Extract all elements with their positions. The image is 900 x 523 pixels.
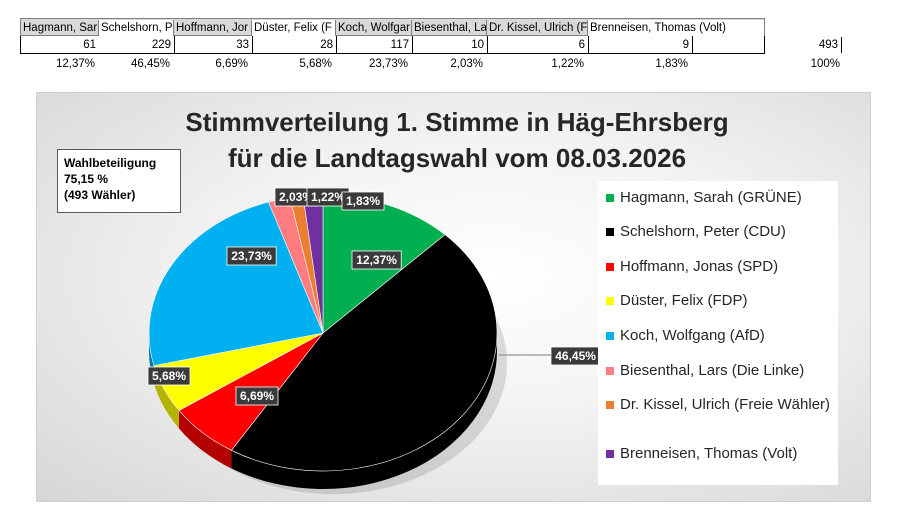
header-row: Hagmann, Sar Schelshorn, Pe Hoffmann, Jo… bbox=[20, 18, 765, 36]
legend: Hagmann, Sarah (GRÜNE) Schelshorn, Peter … bbox=[598, 181, 838, 485]
header-cell-biesenthal[interactable]: Biesenthal, La bbox=[414, 20, 487, 36]
pie-chart[interactable]: 12,37% 46,45% 6,69% 5,68% 23,73% 2,03%1,22% 1,… bbox=[37, 93, 872, 503]
legend-swatch bbox=[606, 332, 614, 340]
pie-side-schelshorn bbox=[231, 333, 498, 490]
svg-text:12,37%: 12,37% bbox=[356, 253, 397, 267]
count-cell[interactable]: 61 bbox=[83, 39, 96, 51]
svg-text:5,68%: 5,68% bbox=[152, 369, 186, 383]
count-cell[interactable]: 33 bbox=[236, 39, 249, 51]
legend-swatch bbox=[606, 367, 614, 375]
percent-cell[interactable]: 2,03% bbox=[450, 58, 483, 70]
total-count-cell[interactable]: 493 bbox=[765, 37, 842, 53]
legend-label: Koch, Wolfgang (AfD) bbox=[620, 327, 765, 344]
legend-label: Brenneisen, Thomas (Volt) bbox=[620, 445, 798, 462]
percent-cell[interactable]: 5,68% bbox=[299, 58, 332, 70]
svg-text:2,03%: 2,03% bbox=[279, 190, 313, 204]
legend-swatch bbox=[606, 194, 614, 202]
cell-divider bbox=[588, 36, 589, 53]
header-cell-duester[interactable]: Düster, Felix (F bbox=[252, 20, 336, 36]
pie-slice-koch[interactable] bbox=[148, 201, 324, 367]
turnout-percent: 75,15 % bbox=[64, 172, 109, 186]
percent-cell[interactable]: 1,83% bbox=[655, 58, 688, 70]
cell-divider bbox=[252, 36, 253, 53]
percent-cell[interactable]: 1,22% bbox=[551, 58, 584, 70]
count-cell[interactable]: 117 bbox=[390, 39, 409, 51]
count-cell[interactable]: 6 bbox=[578, 39, 585, 51]
turnout-textbox: Wahlbeteiligung 75,15 % (493 Wähler) bbox=[57, 149, 181, 213]
data-label-koch: 23,73% bbox=[226, 246, 277, 266]
cell-divider bbox=[174, 36, 175, 53]
svg-text:1,83%: 1,83% bbox=[346, 194, 380, 208]
chart-title: Stimmverteilung 1. Stimme in Häg-Ehrsber… bbox=[185, 107, 729, 137]
legend-label: Schelshorn, Peter (CDU) bbox=[620, 223, 786, 240]
pie-slice-schelshorn[interactable] bbox=[230, 234, 498, 472]
spreadsheet-table: Hagmann, Sar Schelshorn, Pe Hoffmann, Jo… bbox=[20, 18, 850, 73]
legend-label: Düster, Felix (FDP) bbox=[620, 292, 748, 309]
percent-cell[interactable]: 6,69% bbox=[215, 58, 248, 70]
cell-divider bbox=[336, 36, 337, 53]
chart-subtitle: für die Landtagswahl vom 08.03.2026 bbox=[227, 143, 687, 173]
header-cell-hagmann[interactable]: Hagmann, Sar bbox=[23, 20, 99, 36]
header-cell-koch[interactable]: Koch, Wolfgar bbox=[338, 20, 412, 36]
count-cell[interactable]: 28 bbox=[320, 39, 333, 51]
count-row: 61 229 33 28 117 10 6 9 bbox=[20, 36, 765, 54]
svg-text:6,69%: 6,69% bbox=[240, 389, 274, 403]
header-cell-brenneisen[interactable]: Brenneisen, Thomas (Volt) bbox=[588, 20, 764, 36]
turnout-label: Wahlbeteiligung bbox=[64, 156, 157, 170]
turnout-voters: (493 Wähler) bbox=[64, 188, 136, 202]
cell-divider bbox=[692, 36, 693, 53]
data-label-d-ster: 5,68% bbox=[147, 366, 191, 386]
data-label-hagmann: 12,37% bbox=[351, 250, 402, 270]
svg-text:1,22%: 1,22% bbox=[311, 190, 345, 204]
legend-swatch bbox=[606, 263, 614, 271]
pie-side-hoffmann bbox=[178, 410, 232, 469]
legend-swatch bbox=[606, 401, 614, 409]
legend-swatch bbox=[606, 450, 614, 458]
data-label-brenneisen: 1,83% bbox=[341, 191, 385, 211]
legend-label: Biesenthal, Lars (Die Linke) bbox=[620, 362, 805, 379]
cell-divider bbox=[487, 36, 488, 53]
chart-area[interactable]: Stimmverteilung 1. Stimme in Häg-Ehrsber… bbox=[36, 92, 871, 502]
header-cell-kissel[interactable]: Dr. Kissel, Ulrich (F bbox=[489, 20, 588, 36]
legend-swatch bbox=[606, 228, 614, 236]
header-cell-schelshorn[interactable]: Schelshorn, Pe bbox=[99, 20, 174, 36]
pie-side-d-ster bbox=[153, 365, 179, 429]
legend-label: Dr. Kissel, Ulrich (Freie Wähler) bbox=[620, 396, 831, 413]
percent-cell[interactable]: 12,37% bbox=[55, 58, 95, 70]
svg-text:23,73%: 23,73% bbox=[231, 249, 272, 263]
count-cell[interactable]: 9 bbox=[682, 39, 689, 51]
cell-divider bbox=[412, 36, 413, 53]
count-cell[interactable]: 10 bbox=[471, 39, 484, 51]
data-label-hoffmann: 6,69% bbox=[235, 386, 279, 406]
count-cell[interactable]: 229 bbox=[151, 39, 171, 51]
data-label-biesenthal: 2,03% bbox=[274, 187, 318, 207]
total-percent-cell[interactable]: 100% bbox=[810, 58, 840, 70]
header-cell-hoffmann[interactable]: Hoffmann, Jor bbox=[174, 20, 252, 36]
legend-label: Hoffmann, Jonas (SPD) bbox=[620, 258, 779, 275]
legend-label: Hagmann, Sarah (GRÜNE) bbox=[620, 189, 802, 206]
legend-swatch bbox=[606, 297, 614, 305]
data-label-schelshorn: 46,45% bbox=[550, 346, 601, 366]
percent-cell[interactable]: 46,45% bbox=[130, 58, 170, 70]
svg-text:46,45%: 46,45% bbox=[555, 349, 596, 363]
percent-cell[interactable]: 23,73% bbox=[368, 58, 408, 70]
